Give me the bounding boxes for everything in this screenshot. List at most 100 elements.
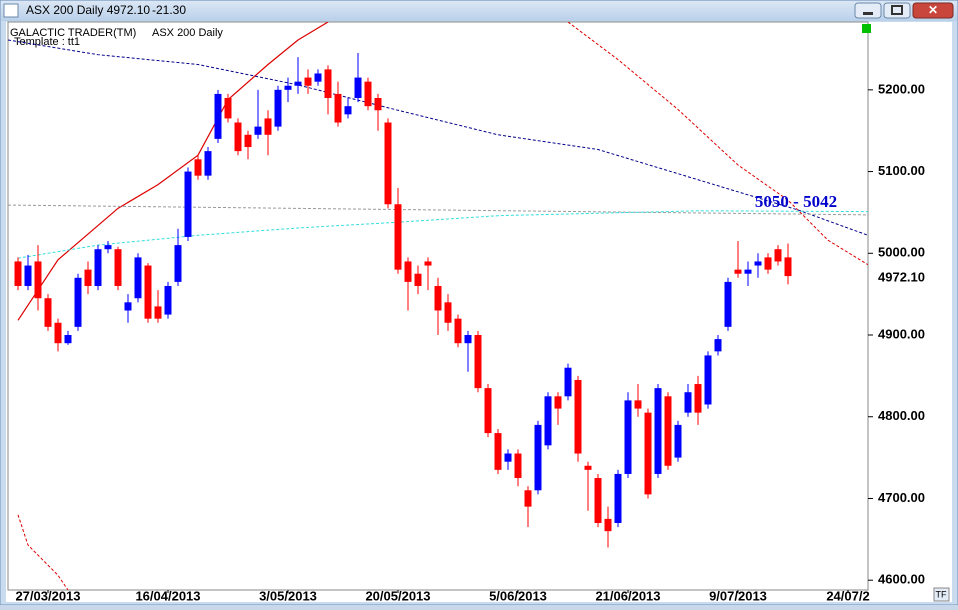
candle-body (584, 465, 592, 470)
title-bar (1, 1, 957, 21)
maximize-icon (891, 5, 903, 15)
candle-body (184, 171, 192, 237)
candle-body (24, 265, 32, 286)
x-tick-label: 21/06/2013 (595, 588, 660, 603)
candle-body (54, 322, 62, 344)
candle-body (634, 400, 642, 409)
y-tick-label: 4900.00 (878, 326, 925, 341)
candle-body (44, 298, 52, 327)
window-change: -21.30 (152, 3, 186, 17)
candle-body (194, 159, 202, 176)
candle-body (94, 249, 102, 286)
candle-body (574, 379, 582, 454)
candle-body (524, 490, 532, 507)
window-title: ASX 200 Daily 4972.10 (26, 3, 150, 17)
candle-body (104, 245, 112, 250)
candle-body (364, 81, 372, 107)
candle-body (624, 400, 632, 474)
candle-body (704, 355, 712, 405)
tf-label: TF (936, 589, 947, 599)
close-icon: ✕ (928, 3, 938, 17)
y-tick-label: 5000.00 (878, 245, 925, 260)
candle-body (534, 424, 542, 491)
candle-body (544, 396, 552, 446)
candle-body (204, 151, 212, 176)
candle-body (244, 134, 252, 148)
candle-body (384, 122, 392, 205)
chart-header: ASX 200 Daily (152, 27, 223, 39)
candle-body (654, 388, 662, 474)
close-button[interactable] (912, 2, 954, 19)
candle-body (404, 261, 412, 282)
x-tick-label: 9/07/2013 (709, 588, 767, 603)
candle-body (694, 384, 702, 413)
candle-body (134, 257, 142, 299)
template-label: Template : tt1 (14, 36, 80, 48)
x-tick-label: 16/04/2013 (135, 588, 200, 603)
candle-body (414, 273, 422, 286)
candle-body (344, 106, 352, 115)
tf-button[interactable] (933, 587, 950, 602)
x-tick-label: 24/07/2 (826, 588, 869, 603)
candle-body (84, 269, 92, 286)
indicator-line (17, 514, 69, 590)
candle-body (334, 93, 342, 123)
candle-body (614, 473, 622, 523)
candle-body (434, 285, 442, 311)
maximize-button[interactable] (883, 2, 911, 19)
candle-body (164, 285, 172, 315)
candle-body (124, 302, 132, 311)
candle-body (234, 122, 242, 152)
annotation: 5050 - 5042 (755, 192, 837, 211)
candle-body (294, 81, 302, 86)
last-price-label: 4972.10 (878, 270, 925, 285)
candle-body (764, 257, 772, 270)
candle-body (154, 306, 162, 319)
candle-body (554, 396, 562, 409)
candle-body (714, 339, 722, 352)
indicator-box (862, 24, 871, 33)
candle-body (514, 453, 522, 479)
candle-body (64, 335, 72, 344)
y-tick-label: 4800.00 (878, 408, 925, 423)
candle-body (274, 89, 282, 127)
candle-body (444, 302, 452, 323)
candle-body (674, 424, 682, 458)
candle-body (314, 73, 322, 82)
candle-body (264, 118, 272, 135)
candle-body (284, 85, 292, 90)
candle-body (664, 396, 672, 466)
candle-body (394, 204, 402, 270)
candle-body (644, 412, 652, 495)
app-icon (3, 3, 19, 18)
candle-body (34, 261, 42, 299)
candle-body (374, 98, 382, 111)
indicator-line (567, 22, 868, 266)
candle-body (174, 245, 182, 282)
y-tick-label: 5200.00 (878, 81, 925, 96)
candle-body (224, 98, 232, 119)
candle-body (564, 367, 572, 397)
candle-body (504, 453, 512, 462)
candle-body (754, 261, 762, 266)
candle-body (424, 261, 432, 266)
indicator-line (8, 204, 868, 216)
candle-body (684, 392, 692, 413)
candle-body (774, 249, 782, 262)
x-tick-label: 3/05/2013 (259, 588, 317, 603)
candle-body (474, 335, 482, 389)
candle-body (724, 281, 732, 327)
candle-body (74, 277, 82, 327)
candle-body (484, 388, 492, 434)
x-tick-label: 27/03/2013 (15, 588, 80, 603)
y-tick-label: 4700.00 (878, 490, 925, 505)
x-tick-label: 5/06/2013 (489, 588, 547, 603)
candle-body (594, 478, 602, 523)
candle-body (254, 126, 262, 135)
candle-body (454, 318, 462, 344)
minimize-button[interactable] (854, 2, 882, 19)
candle-body (464, 335, 472, 344)
candle-body (734, 269, 742, 274)
